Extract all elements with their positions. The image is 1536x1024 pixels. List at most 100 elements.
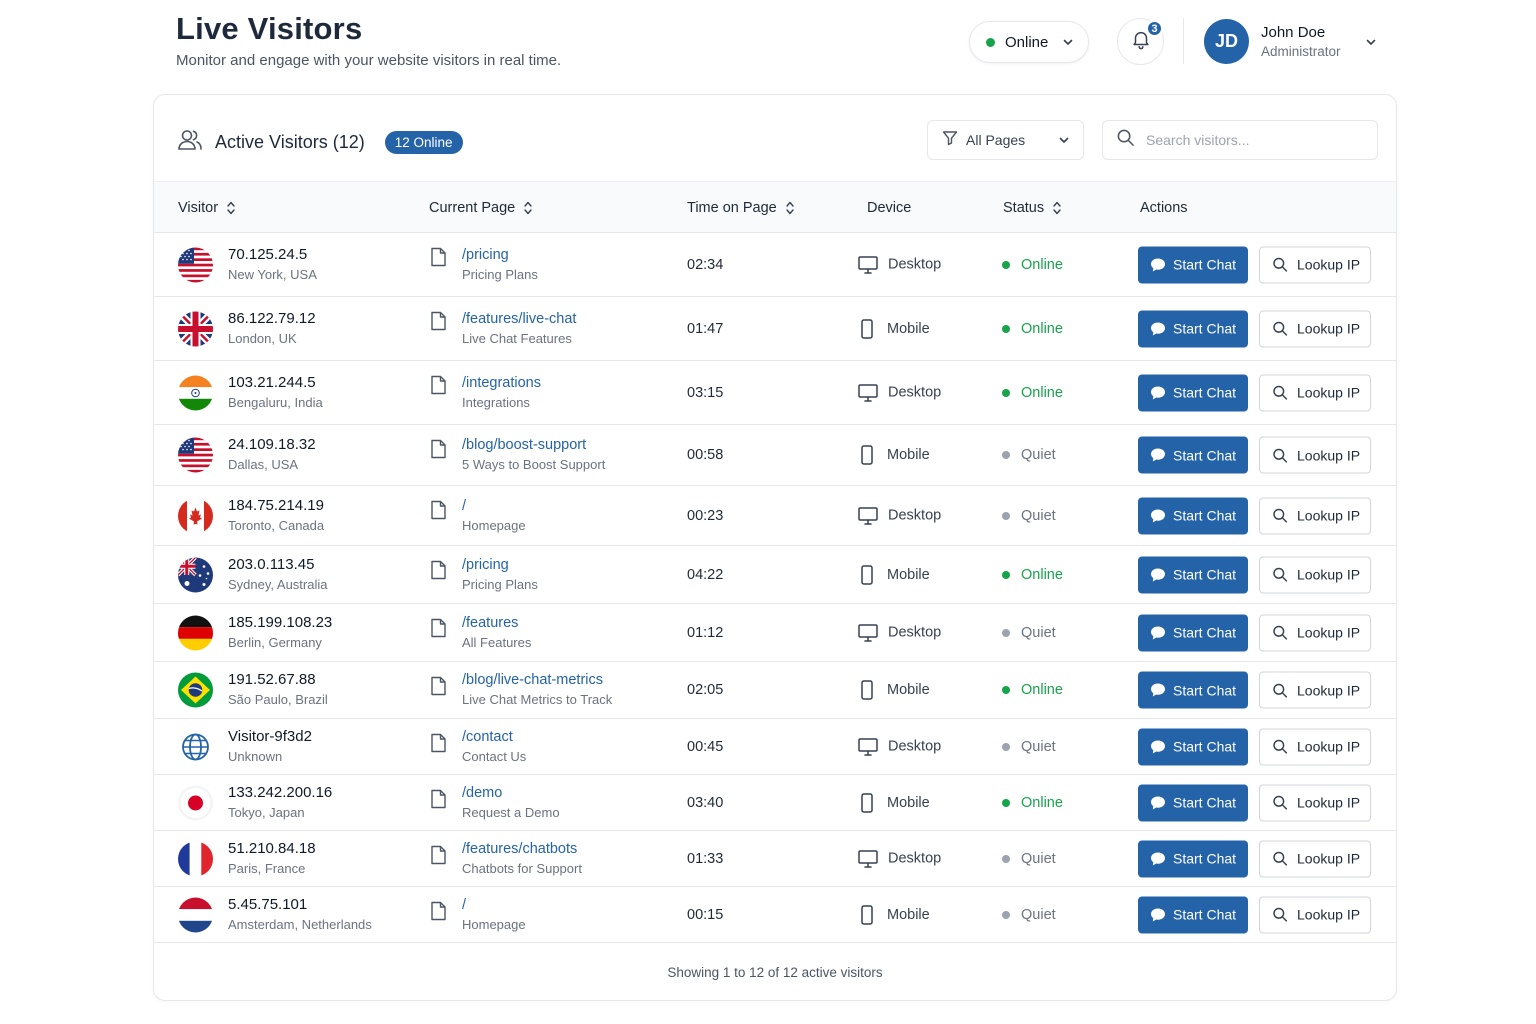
page-path-link[interactable]: /pricing xyxy=(462,556,509,573)
lookup-ip-label: Lookup IP xyxy=(1297,507,1361,524)
chat-bubble-icon xyxy=(1150,625,1166,640)
start-chat-button[interactable]: Start Chat xyxy=(1138,671,1248,709)
lookup-ip-button[interactable]: Lookup IP xyxy=(1259,784,1371,821)
visitor-ip: 70.125.24.5 xyxy=(228,245,308,263)
flag-australia-icon xyxy=(178,557,213,592)
page-path-link[interactable]: /features/chatbots xyxy=(462,840,578,857)
column-header-current-page[interactable]: Current Page xyxy=(429,200,532,216)
start-chat-button[interactable]: Start Chat xyxy=(1138,556,1248,593)
start-chat-button[interactable]: Start Chat xyxy=(1138,374,1248,411)
lookup-ip-button[interactable]: Lookup IP xyxy=(1259,896,1371,933)
page-path-link[interactable]: /demo xyxy=(462,784,503,801)
device: Mobile xyxy=(858,318,930,339)
start-chat-label: Start Chat xyxy=(1173,850,1237,867)
start-chat-label: Start Chat xyxy=(1173,320,1237,337)
search-icon xyxy=(1272,257,1288,273)
device: Mobile xyxy=(858,445,930,465)
page-path-link[interactable]: /blog/boost-support xyxy=(462,437,587,453)
page-path-link[interactable]: /features/live-chat xyxy=(462,310,577,327)
column-header-status[interactable]: Status xyxy=(1003,200,1061,216)
lookup-ip-button[interactable]: Lookup IP xyxy=(1259,374,1371,411)
search-input[interactable] xyxy=(1146,132,1366,148)
lookup-ip-button[interactable]: Lookup IP xyxy=(1259,497,1371,534)
visitor-ip: 24.109.18.32 xyxy=(228,436,316,453)
start-chat-button[interactable]: Start Chat xyxy=(1138,896,1248,933)
table-row: 184.75.214.19 Toronto, Canada / Homepage 00:… xyxy=(154,486,1396,546)
status-badge: Online xyxy=(1002,321,1063,337)
status-label: Online xyxy=(1021,566,1063,583)
chevron-down-icon xyxy=(1365,36,1377,48)
current-page: /blog/live-chat-metrics Live Chat Metrics… xyxy=(462,670,612,710)
lookup-ip-button[interactable]: Lookup IP xyxy=(1259,310,1371,347)
lookup-ip-button[interactable]: Lookup IP xyxy=(1259,246,1371,283)
lookup-ip-button[interactable]: Lookup IP xyxy=(1259,556,1371,593)
start-chat-label: Start Chat xyxy=(1173,507,1237,524)
table-header: Visitor Current Page Time on Page Device… xyxy=(154,181,1396,233)
page-path-link[interactable]: /integrations xyxy=(462,374,541,391)
start-chat-button[interactable]: Start Chat xyxy=(1138,784,1248,821)
lookup-ip-button[interactable]: Lookup IP xyxy=(1259,671,1371,709)
search-icon xyxy=(1272,682,1288,698)
user-menu[interactable]: JD John Doe Administrator xyxy=(1204,19,1377,64)
status-badge: Online xyxy=(1002,795,1063,811)
status-dot xyxy=(1002,686,1010,694)
lookup-ip-button[interactable]: Lookup IP xyxy=(1259,840,1371,877)
time-on-page: 01:12 xyxy=(687,624,724,641)
page-path-link[interactable]: /contact xyxy=(462,728,513,745)
table-row: 51.210.84.18 Paris, France/features/chatb… xyxy=(154,831,1396,887)
time-on-page: 00:45 xyxy=(687,738,724,755)
start-chat-button[interactable]: Start Chat xyxy=(1138,436,1248,474)
flag-india-icon xyxy=(178,375,213,410)
device: Desktop xyxy=(858,506,941,525)
device: Desktop xyxy=(858,255,941,274)
lookup-ip-button[interactable]: Lookup IP xyxy=(1259,436,1371,474)
start-chat-button[interactable]: Start Chat xyxy=(1138,728,1248,765)
page-name: Chatbots for Support xyxy=(462,860,582,876)
start-chat-button[interactable]: Start Chat xyxy=(1138,840,1248,877)
notifications-button[interactable]: 3 xyxy=(1117,18,1164,65)
status-badge: Online xyxy=(1002,257,1063,273)
lookup-ip-label: Lookup IP xyxy=(1297,624,1361,641)
device-label: Mobile xyxy=(887,906,930,923)
time-on-page: 02:34 xyxy=(687,256,724,273)
page-name: Pricing Plans xyxy=(462,576,538,592)
search-icon xyxy=(1116,128,1135,152)
lookup-ip-label: Lookup IP xyxy=(1297,447,1361,463)
page-path-link[interactable]: / xyxy=(462,896,467,913)
status-label: Online xyxy=(1021,682,1063,698)
page-filter-dropdown[interactable]: All Pages xyxy=(927,120,1084,160)
start-chat-button[interactable]: Start Chat xyxy=(1138,614,1248,651)
page-path-link[interactable]: / xyxy=(462,497,467,514)
visitor-ip: 5.45.75.101 xyxy=(228,895,308,913)
flag-usa-icon xyxy=(178,437,213,473)
start-chat-button[interactable]: Start Chat xyxy=(1138,310,1248,347)
table-row: Visitor-9f3d2 Unknown/contact Contact Us 00… xyxy=(154,719,1396,775)
page-title: Live Visitors xyxy=(176,11,363,46)
status-label: Quiet xyxy=(1021,850,1056,867)
lookup-ip-label: Lookup IP xyxy=(1297,256,1361,273)
status-label: Quiet xyxy=(1021,906,1056,923)
document-icon xyxy=(430,901,447,926)
start-chat-label: Start Chat xyxy=(1173,906,1237,923)
column-header-visitor[interactable]: Visitor xyxy=(178,200,235,216)
visitor-location: Paris, France xyxy=(228,860,306,876)
avatar: JD xyxy=(1204,19,1249,64)
table-row: 5.45.75.101 Amsterdam, Netherlands / Homepa… xyxy=(154,887,1396,943)
lookup-ip-button[interactable]: Lookup IP xyxy=(1259,614,1371,651)
lookup-ip-button[interactable]: Lookup IP xyxy=(1259,728,1371,765)
visitor-ip: 86.122.79.12 xyxy=(228,309,316,327)
status-dot xyxy=(1002,854,1010,863)
visitor-ip: 191.52.67.88 xyxy=(228,671,316,688)
page-path-link[interactable]: /pricing xyxy=(462,246,509,263)
search-icon xyxy=(1272,321,1288,337)
device-label: Desktop xyxy=(888,624,942,641)
status-dropdown[interactable]: Online xyxy=(969,21,1089,63)
document-icon xyxy=(430,845,447,870)
start-chat-button[interactable]: Start Chat xyxy=(1138,497,1248,534)
status-badge: Quiet xyxy=(1002,739,1056,755)
start-chat-button[interactable]: Start Chat xyxy=(1138,246,1248,283)
table-row: 70.125.24.5 New York, USA/pricing Pricing … xyxy=(154,233,1396,297)
page-path-link[interactable]: /blog/live-chat-metrics xyxy=(462,672,604,688)
page-path-link[interactable]: /features xyxy=(462,614,519,631)
column-header-time-on-page[interactable]: Time on Page xyxy=(687,200,794,216)
